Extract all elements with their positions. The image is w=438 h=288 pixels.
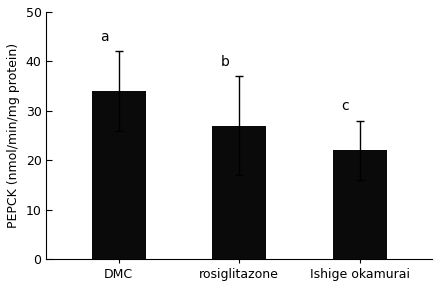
Y-axis label: PEPCK (nmol/min/mg protein): PEPCK (nmol/min/mg protein) (7, 43, 20, 228)
Text: a: a (100, 30, 108, 44)
Bar (212, 126, 266, 259)
Bar (92, 91, 145, 259)
Text: c: c (341, 99, 348, 113)
Text: b: b (220, 55, 229, 69)
Bar (332, 150, 386, 259)
